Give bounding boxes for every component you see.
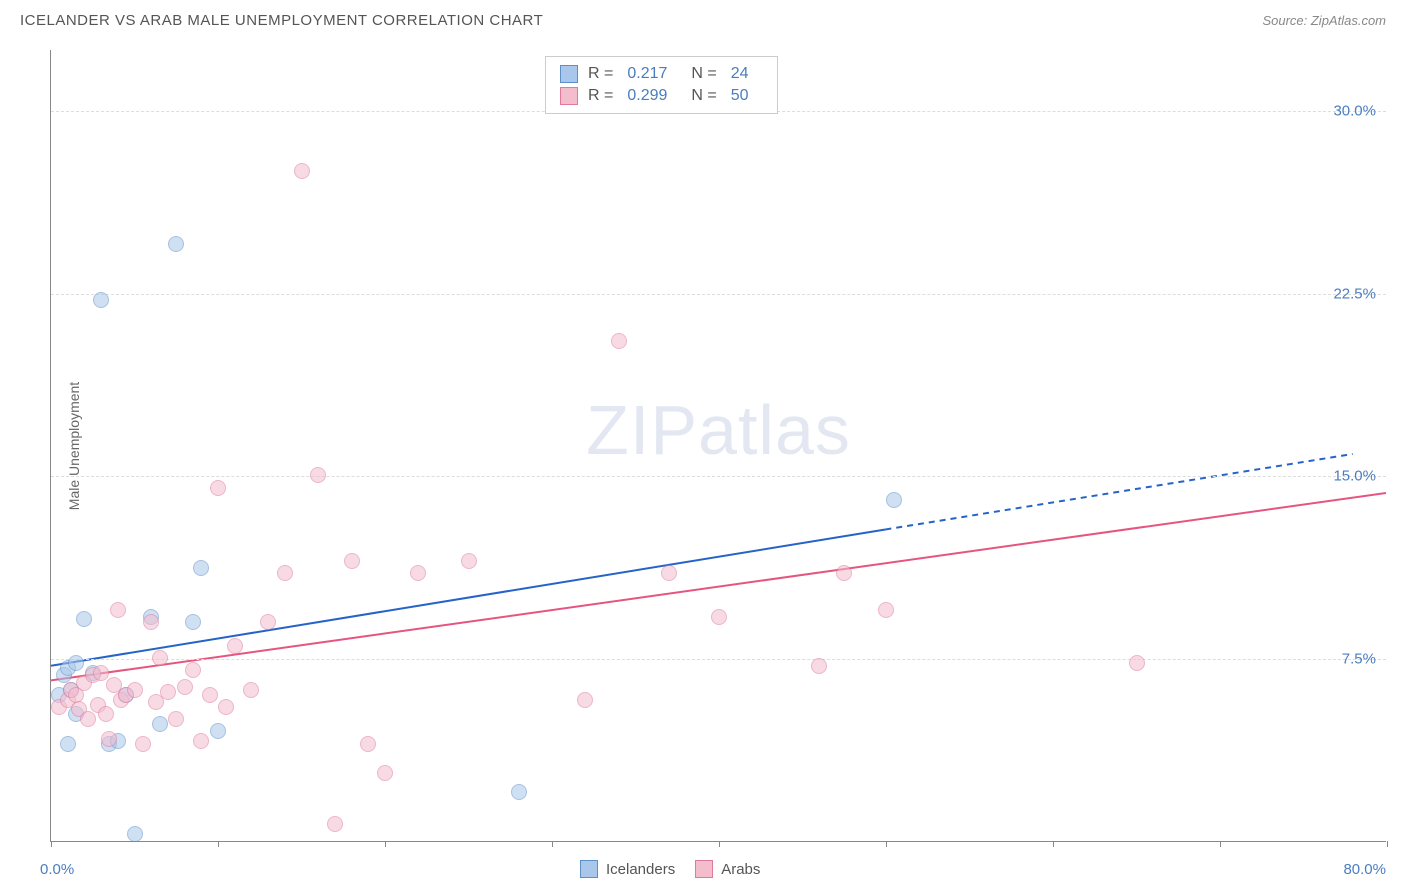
x-tick bbox=[1220, 841, 1221, 847]
legend-swatch bbox=[560, 65, 578, 83]
scatter-point bbox=[110, 602, 126, 618]
scatter-point bbox=[152, 716, 168, 732]
x-tick bbox=[385, 841, 386, 847]
scatter-point bbox=[93, 665, 109, 681]
scatter-point bbox=[152, 650, 168, 666]
x-tick bbox=[1387, 841, 1388, 847]
scatter-point bbox=[836, 565, 852, 581]
watermark-light: atlas bbox=[698, 391, 851, 469]
scatter-point bbox=[878, 602, 894, 618]
scatter-point bbox=[101, 731, 117, 747]
scatter-point bbox=[661, 565, 677, 581]
chart-title: ICELANDER VS ARAB MALE UNEMPLOYMENT CORR… bbox=[20, 12, 543, 29]
bottom-legend: Icelanders Arabs bbox=[580, 860, 760, 878]
grid-line bbox=[51, 294, 1386, 295]
bottom-legend-label: Icelanders bbox=[606, 861, 675, 878]
scatter-point bbox=[185, 662, 201, 678]
trend-line-solid bbox=[51, 529, 885, 665]
scatter-point bbox=[143, 614, 159, 630]
scatter-point bbox=[577, 692, 593, 708]
scatter-point bbox=[310, 467, 326, 483]
scatter-point bbox=[93, 292, 109, 308]
watermark: ZIPatlas bbox=[586, 390, 851, 470]
x-tick bbox=[218, 841, 219, 847]
scatter-point bbox=[185, 614, 201, 630]
trend-lines-svg bbox=[51, 50, 1386, 841]
scatter-point bbox=[202, 687, 218, 703]
scatter-point bbox=[80, 711, 96, 727]
grid-line bbox=[51, 476, 1386, 477]
scatter-point bbox=[98, 706, 114, 722]
legend-swatch bbox=[695, 860, 713, 878]
scatter-point bbox=[811, 658, 827, 674]
source-label: Source: ZipAtlas.com bbox=[1262, 13, 1386, 28]
scatter-point bbox=[277, 565, 293, 581]
legend-r-value: 0.299 bbox=[627, 87, 667, 105]
scatter-point bbox=[60, 736, 76, 752]
plot-area: ZIPatlas 7.5% 15.0% 22.5% 30.0% bbox=[50, 50, 1386, 842]
bottom-legend-item: Icelanders bbox=[580, 860, 675, 878]
legend-n-value: 50 bbox=[731, 87, 749, 105]
legend-r-value: 0.217 bbox=[627, 65, 667, 83]
scatter-point bbox=[243, 682, 259, 698]
x-tick bbox=[719, 841, 720, 847]
scatter-point bbox=[327, 816, 343, 832]
scatter-point bbox=[511, 784, 527, 800]
x-tick bbox=[51, 841, 52, 847]
scatter-point bbox=[344, 553, 360, 569]
y-tick-label: 30.0% bbox=[1333, 102, 1376, 119]
scatter-point bbox=[127, 682, 143, 698]
scatter-point bbox=[611, 333, 627, 349]
title-bar: ICELANDER VS ARAB MALE UNEMPLOYMENT CORR… bbox=[20, 12, 1386, 29]
x-max-label: 80.0% bbox=[1343, 861, 1386, 878]
legend-swatch bbox=[580, 860, 598, 878]
scatter-point bbox=[410, 565, 426, 581]
bottom-legend-label: Arabs bbox=[721, 861, 760, 878]
y-tick-label: 22.5% bbox=[1333, 285, 1376, 302]
legend-r-label: R = bbox=[588, 65, 613, 83]
scatter-point bbox=[168, 236, 184, 252]
scatter-point bbox=[886, 492, 902, 508]
x-tick bbox=[886, 841, 887, 847]
stats-legend-row: R = 0.299 N = 50 bbox=[560, 85, 763, 107]
stats-legend: R = 0.217 N = 24 R = 0.299 N = 50 bbox=[545, 56, 778, 114]
y-tick-label: 15.0% bbox=[1333, 468, 1376, 485]
scatter-point bbox=[210, 480, 226, 496]
legend-n-label: N = bbox=[691, 87, 716, 105]
scatter-point bbox=[711, 609, 727, 625]
bottom-legend-item: Arabs bbox=[695, 860, 760, 878]
grid-line bbox=[51, 659, 1386, 660]
scatter-point bbox=[461, 553, 477, 569]
stats-legend-row: R = 0.217 N = 24 bbox=[560, 63, 763, 85]
scatter-point bbox=[294, 163, 310, 179]
x-tick bbox=[552, 841, 553, 847]
scatter-point bbox=[227, 638, 243, 654]
scatter-point bbox=[177, 679, 193, 695]
scatter-point bbox=[193, 560, 209, 576]
chart-container: ICELANDER VS ARAB MALE UNEMPLOYMENT CORR… bbox=[0, 0, 1406, 892]
trend-line-solid bbox=[51, 493, 1386, 680]
scatter-point bbox=[218, 699, 234, 715]
scatter-point bbox=[260, 614, 276, 630]
legend-swatch bbox=[560, 87, 578, 105]
scatter-point bbox=[210, 723, 226, 739]
scatter-point bbox=[360, 736, 376, 752]
scatter-point bbox=[76, 611, 92, 627]
watermark-bold: ZIP bbox=[586, 391, 698, 469]
scatter-point bbox=[1129, 655, 1145, 671]
y-tick-label: 7.5% bbox=[1342, 651, 1376, 668]
legend-r-label: R = bbox=[588, 87, 613, 105]
scatter-point bbox=[168, 711, 184, 727]
scatter-point bbox=[377, 765, 393, 781]
legend-n-label: N = bbox=[691, 65, 716, 83]
x-tick bbox=[1053, 841, 1054, 847]
x-origin-label: 0.0% bbox=[40, 861, 74, 878]
scatter-point bbox=[135, 736, 151, 752]
scatter-point bbox=[160, 684, 176, 700]
scatter-point bbox=[193, 733, 209, 749]
scatter-point bbox=[127, 826, 143, 842]
legend-n-value: 24 bbox=[731, 65, 749, 83]
scatter-point bbox=[68, 655, 84, 671]
trend-line-dashed bbox=[885, 454, 1352, 529]
